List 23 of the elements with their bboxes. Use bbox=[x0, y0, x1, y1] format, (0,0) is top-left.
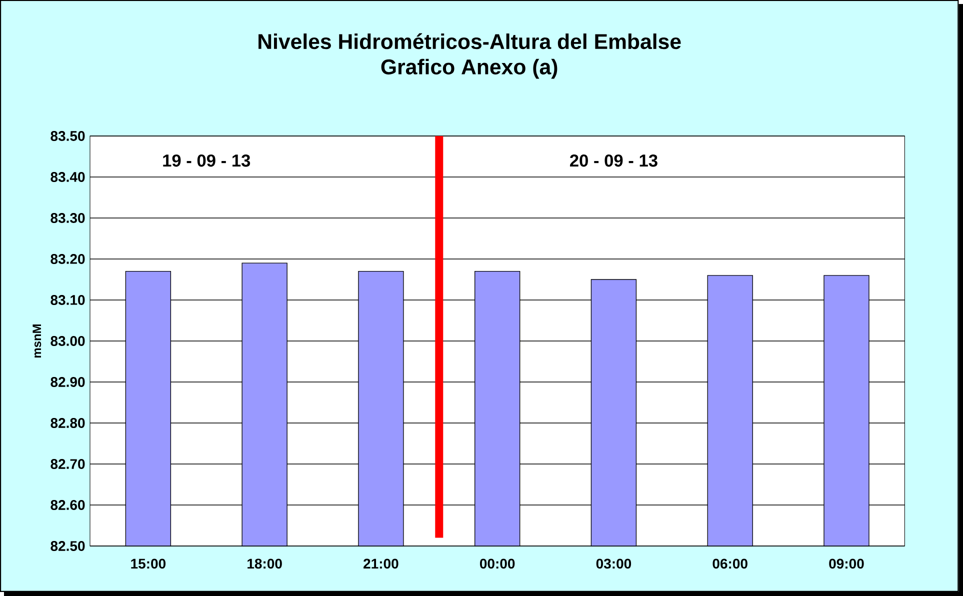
x-tick-label: 18:00 bbox=[248, 558, 282, 569]
y-tick-label: 83.00 bbox=[50, 336, 85, 346]
x-tick-label: 21:00 bbox=[364, 558, 398, 569]
y-tick-label: 82.80 bbox=[50, 418, 85, 428]
y-tick-label: 82.70 bbox=[50, 459, 85, 469]
y-tick-label: 82.90 bbox=[50, 377, 85, 387]
y-tick-label: 82.60 bbox=[50, 500, 85, 510]
y-tick-label: 83.10 bbox=[50, 295, 85, 305]
y-tick-label: 83.30 bbox=[50, 213, 85, 223]
x-tick-label: 15:00 bbox=[131, 558, 166, 569]
chart-title: Niveles Hidrométricos-Altura del Embalse bbox=[258, 33, 681, 50]
annotation: 19 - 09 - 13 bbox=[163, 154, 250, 167]
chart-subtitle: Grafico Anexo (a) bbox=[381, 58, 558, 79]
y-tick-label: 83.20 bbox=[50, 254, 85, 264]
x-tick-label: 03:00 bbox=[596, 558, 632, 569]
annotation: 20 - 09 - 13 bbox=[570, 154, 658, 167]
x-tick-label: 06:00 bbox=[712, 558, 748, 569]
y-tick-label: 82.50 bbox=[50, 541, 85, 551]
x-tick-label: 09:00 bbox=[829, 558, 864, 569]
y-tick-label: 83.40 bbox=[50, 172, 85, 182]
x-tick-label: 00:00 bbox=[480, 558, 515, 569]
y-tick-label: 83.50 bbox=[50, 131, 85, 141]
y-axis-title: msnM bbox=[32, 324, 42, 358]
